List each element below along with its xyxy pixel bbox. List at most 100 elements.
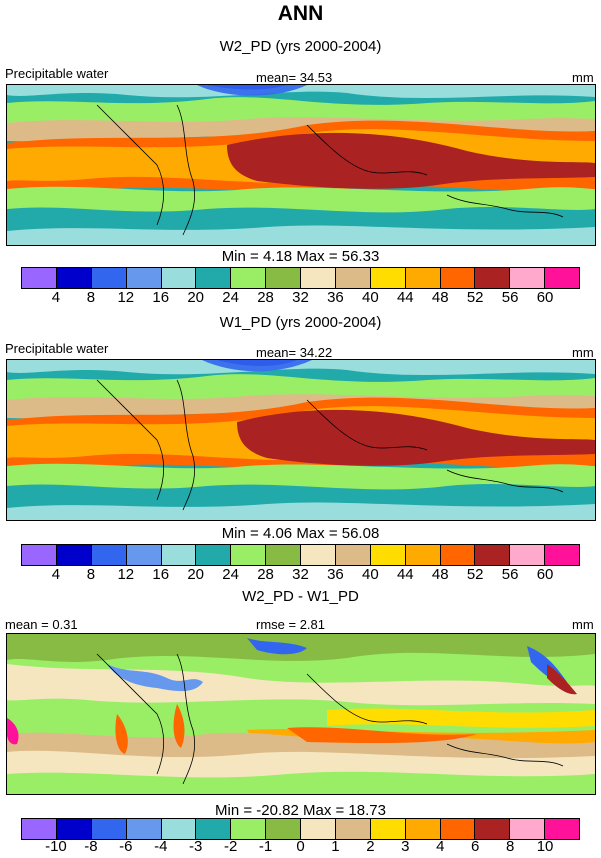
colorbar-tick: -1 <box>258 838 273 855</box>
colorbar-tick: 4 <box>51 289 61 306</box>
colorbar-swatch <box>56 545 92 565</box>
panel1-variable-label: Precipitable water <box>5 66 109 81</box>
panel2-min-max: Min = 4.06 Max = 56.08 <box>221 525 380 542</box>
colorbar-swatch <box>126 545 162 565</box>
colorbar-swatch <box>545 268 579 288</box>
colorbar-tick: -2 <box>223 838 238 855</box>
panel1-colorbar <box>21 267 580 289</box>
panel3-title: W2_PD - W1_PD <box>242 588 359 605</box>
colorbar-swatch <box>335 545 371 565</box>
colorbar-swatch <box>301 819 336 839</box>
colorbar-swatch <box>370 545 406 565</box>
colorbar-tick: 48 <box>431 566 449 583</box>
panel3-map <box>6 633 596 795</box>
panel3-colorbar <box>21 818 580 840</box>
colorbar-swatch <box>405 268 441 288</box>
colorbar-tick: 16 <box>152 566 170 583</box>
colorbar-tick: 10 <box>536 838 554 855</box>
panel3-rmse-label: rmse = 2.81 <box>256 617 326 632</box>
colorbar-swatch <box>440 819 476 839</box>
colorbar-swatch <box>301 268 336 288</box>
colorbar-swatch <box>231 545 267 565</box>
colorbar-tick: 36 <box>327 289 344 306</box>
colorbar-tick: -10 <box>45 838 67 855</box>
colorbar-swatch <box>196 545 232 565</box>
colorbar-tick: 20 <box>187 289 205 306</box>
colorbar-swatch <box>126 819 162 839</box>
panel1-field <box>7 85 595 245</box>
colorbar-tick: 44 <box>396 289 414 306</box>
colorbar-tick: 8 <box>86 566 96 583</box>
colorbar-tick: 36 <box>327 566 344 583</box>
colorbar-swatch <box>266 268 301 288</box>
colorbar-swatch <box>405 819 441 839</box>
colorbar-tick: 52 <box>466 289 484 306</box>
colorbar-tick: -8 <box>84 838 98 855</box>
colorbar-swatch <box>126 268 162 288</box>
colorbar-swatch <box>22 819 57 839</box>
colorbar-tick: 56 <box>501 289 519 306</box>
panel3-units-label: mm <box>572 617 594 632</box>
panel3-mean-label: mean = 0.31 <box>5 617 78 632</box>
colorbar-tick: 40 <box>362 289 379 306</box>
colorbar-swatch <box>510 545 546 565</box>
colorbar-swatch <box>475 545 511 565</box>
colorbar-tick: 2 <box>366 838 375 855</box>
colorbar-swatch <box>22 268 57 288</box>
colorbar-swatch <box>91 545 127 565</box>
colorbar-swatch <box>196 268 232 288</box>
figure-title: ANN <box>277 2 324 25</box>
colorbar-swatch <box>231 268 267 288</box>
colorbar-tick: -3 <box>189 838 203 855</box>
colorbar-tick: -6 <box>119 838 133 855</box>
panel2-map <box>6 359 596 521</box>
panel1-title: W2_PD (yrs 2000-2004) <box>219 38 382 55</box>
panel3-colorbar-ticks: -10 -8 -6 -4 -3 -2 -1 0 1 2 3 4 6 8 10 <box>21 838 580 856</box>
colorbar-tick: 60 <box>536 289 554 306</box>
colorbar-swatch <box>440 268 476 288</box>
colorbar-swatch <box>370 819 406 839</box>
panel2-mean-label: mean= 34.22 <box>256 345 333 360</box>
colorbar-swatch <box>91 819 127 839</box>
colorbar-swatch <box>231 819 267 839</box>
colorbar-tick: -4 <box>154 838 168 855</box>
colorbar-tick: 1 <box>331 838 340 855</box>
colorbar-tick: 12 <box>117 289 135 306</box>
colorbar-tick: 4 <box>51 566 61 583</box>
colorbar-tick: 48 <box>431 289 449 306</box>
colorbar-tick: 32 <box>292 289 309 306</box>
colorbar-tick: 56 <box>501 566 519 583</box>
panel2-colorbar-ticks: 4 8 12 16 20 24 28 32 36 40 44 48 52 56 … <box>21 566 580 584</box>
colorbar-swatch <box>475 268 511 288</box>
colorbar-swatch <box>91 268 127 288</box>
panel1-units-label: mm <box>572 70 594 85</box>
colorbar-tick: 24 <box>222 566 239 583</box>
colorbar-swatch <box>301 545 336 565</box>
panel1-map <box>6 84 596 246</box>
panel3-field <box>7 634 595 794</box>
panel2-title: W1_PD (yrs 2000-2004) <box>219 314 382 331</box>
colorbar-swatch <box>161 268 197 288</box>
colorbar-tick: 8 <box>505 838 515 855</box>
colorbar-swatch <box>335 819 371 839</box>
colorbar-swatch <box>510 268 546 288</box>
colorbar-tick: 44 <box>396 566 414 583</box>
panel2-colorbar <box>21 544 580 566</box>
colorbar-tick: 20 <box>187 566 205 583</box>
colorbar-tick: 3 <box>401 838 410 855</box>
colorbar-tick: 16 <box>152 289 170 306</box>
colorbar-tick: 24 <box>222 289 239 306</box>
colorbar-swatch <box>266 819 301 839</box>
colorbar-tick: 28 <box>257 289 274 306</box>
colorbar-swatch <box>266 545 301 565</box>
colorbar-tick: 8 <box>86 289 96 306</box>
colorbar-swatch <box>405 545 441 565</box>
colorbar-tick: 52 <box>466 566 484 583</box>
colorbar-tick: 28 <box>257 566 274 583</box>
colorbar-tick: 60 <box>536 566 554 583</box>
colorbar-swatch <box>370 268 406 288</box>
colorbar-swatch <box>510 819 546 839</box>
colorbar-tick: 40 <box>362 566 379 583</box>
colorbar-swatch <box>545 819 579 839</box>
colorbar-swatch <box>440 545 476 565</box>
